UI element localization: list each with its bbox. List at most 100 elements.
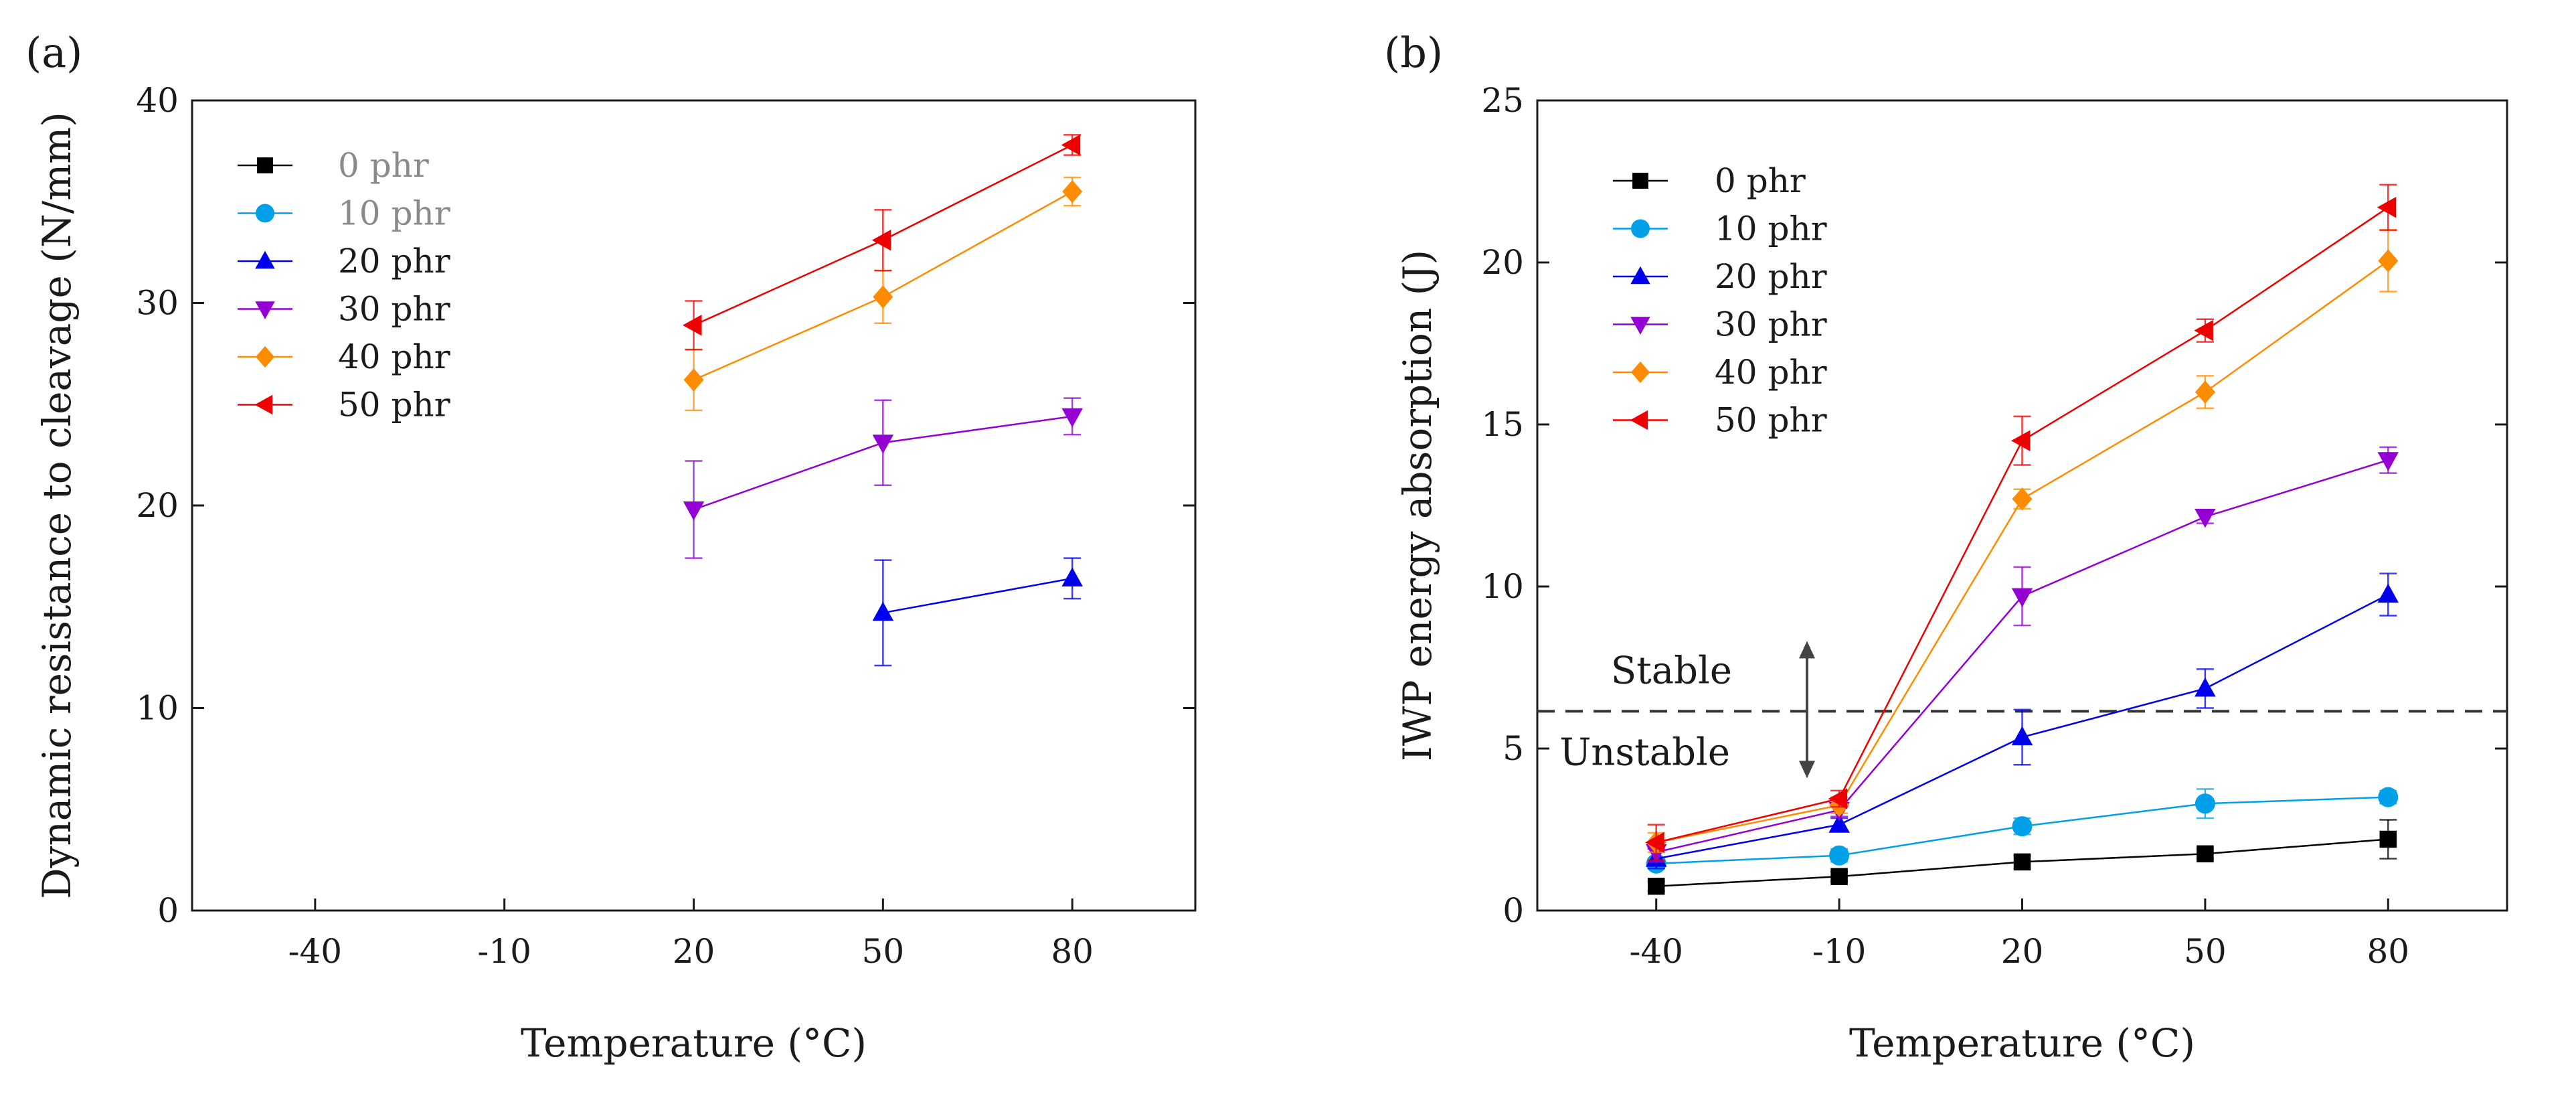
data-point [2011,430,2031,451]
y-tick-label: 10 [136,689,179,728]
series-line [883,577,1073,614]
legend-marker [256,204,274,223]
legend-label: 20 phr [1715,257,1827,296]
data-point [1829,845,1850,866]
y-tick-label: 10 [1481,567,1524,606]
data-point [2011,588,2033,607]
data-point [2379,830,2397,848]
x-axis-title: Temperature (°C) [521,1020,867,1066]
y-tick-label: 5 [1502,729,1524,768]
data-point [2378,787,2399,807]
legend-label: 20 phr [338,242,450,281]
legend-label: 50 phr [1715,401,1827,440]
data-point [2377,452,2399,471]
data-point [2194,319,2213,341]
series-30-phr [683,397,1083,559]
data-point [2012,816,2033,837]
data-point [1061,134,1081,156]
panel-b: (b) 0 5 10 15 20 25 -40 -10 20 50 80 Temperature (°C… [1384,28,2508,1066]
y-tick-label: 0 [1502,891,1524,930]
data-point [2012,487,2033,511]
data-point [2013,853,2031,871]
y-axis-title: Dynamic resistance to cleavage (N/mm) [34,112,80,899]
data-point [872,435,894,454]
x-tick-label: 20 [673,932,715,971]
panel-a: (a) 0 10 20 30 40 -40 -10 20 50 80 Temperature (°C)… [25,28,1197,1066]
data-point [2011,726,2033,746]
series-50-phr [1645,183,2397,862]
legend-marker [1631,361,1650,384]
stability-arrow-down-head [1799,761,1815,779]
data-point [1828,788,1848,809]
legend-label: 30 phr [338,290,450,329]
legend-marker [1631,219,1650,238]
y-axis-title: IWP energy absorption (J) [1395,250,1440,761]
x-tick-label: 80 [2367,932,2409,971]
x-tick-label: 50 [862,932,905,971]
data-point [2378,249,2399,272]
data-point [1061,567,1083,586]
data-point [1828,813,1850,833]
series-line [1656,459,2389,854]
data-point [683,501,705,521]
data-point [1061,408,1083,428]
data-point [2377,197,2397,218]
legend-marker [254,394,273,415]
data-point [2195,793,2215,814]
data-point [1647,877,1665,895]
legend-label: 10 phr [1715,210,1827,248]
data-point [683,315,702,336]
legend-label: 0 phr [338,146,429,185]
data-point [2195,380,2215,404]
y-tick-label: 25 [1481,81,1524,120]
x-tick-label: 50 [2184,932,2227,971]
legend-label: 10 phr [338,194,450,233]
data-point [683,368,704,392]
y-tick-label: 0 [157,891,179,930]
series-20-phr [872,557,1083,667]
legend-label: 30 phr [1715,305,1827,344]
panel-label: (b) [1384,28,1443,77]
x-tick-label: -40 [288,932,343,971]
legend-label: 40 phr [1715,353,1827,392]
legend-marker [1630,266,1650,285]
series-40-phr [683,176,1083,412]
data-point [2377,583,2399,603]
y-tick-label: 30 [136,284,179,323]
legend-marker [1630,410,1648,430]
data-point [872,601,894,621]
unstable-label: Unstable [1559,730,1730,774]
y-tick-label: 20 [136,486,179,525]
legend-label: 50 phr [338,386,450,424]
data-point [1830,868,1848,885]
x-tick-label: -10 [477,932,531,971]
series-50-phr [683,134,1082,351]
y-tick-label: 40 [136,81,179,120]
stability-arrow-up-head [1799,641,1815,659]
stable-label: Stable [1611,649,1732,692]
data-point [2197,845,2214,863]
data-point [871,230,891,251]
x-tick-label: 80 [1051,932,1094,971]
x-tick-label: -40 [1629,932,1683,971]
legend-marker [255,301,275,319]
legend-marker [257,157,273,173]
legend-marker [256,345,274,368]
y-tick-label: 20 [1481,243,1524,282]
x-tick-label: -10 [1812,932,1867,971]
y-tick-label: 15 [1481,405,1524,444]
data-point [873,285,893,309]
legend-label: 0 phr [1715,161,1806,200]
panel-label: (a) [25,28,82,77]
legend-marker [255,250,275,269]
legend-marker [1630,317,1650,335]
data-point [2195,508,2216,528]
x-tick-label: 20 [2001,932,2044,971]
series-0-phr [1647,819,2397,895]
x-axis-title: Temperature (°C) [1849,1020,2195,1066]
data-point [1645,832,1664,854]
legend-label: 40 phr [338,337,450,376]
data-point [2195,678,2216,697]
legend-marker [1632,173,1648,189]
